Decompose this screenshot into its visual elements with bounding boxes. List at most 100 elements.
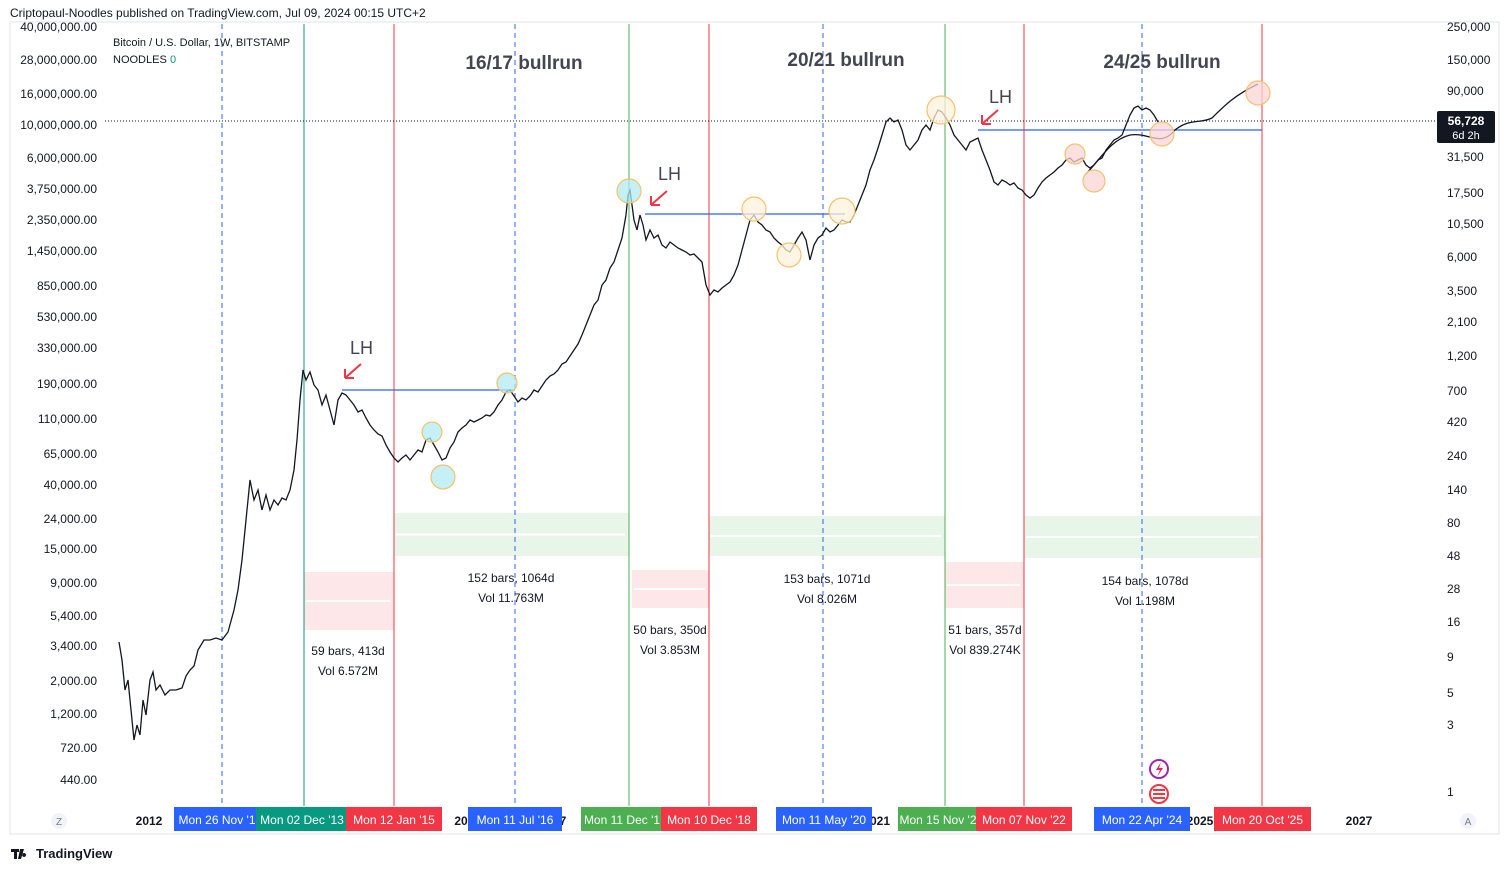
right-axis-tick: 10,500	[1447, 217, 1484, 231]
cycle-label: 24/25 bullrun	[1103, 52, 1220, 73]
left-axis-tick: 720.00	[60, 741, 97, 755]
date-marker-box	[468, 807, 562, 831]
x-year-tick: 2025	[1187, 814, 1214, 828]
x-partial-tick: 7	[560, 814, 567, 828]
bull-range-bars: 152 bars, 1064d	[468, 571, 555, 585]
left-axis-tick: 16,000,000.00	[20, 87, 97, 101]
price-series-line	[118, 105, 1159, 741]
left-axis-tick: 40,000,000.00	[20, 20, 97, 34]
projection-path	[1084, 83, 1259, 176]
left-axis-tick: 65,000.00	[44, 447, 98, 461]
flag-stripe	[1153, 797, 1165, 799]
bear-range-vol: Vol 6.572M	[318, 664, 378, 678]
date-marker-label: Mon 11 May '20	[782, 813, 866, 827]
left-axis-tick: 24,000.00	[44, 512, 98, 526]
date-marker-label: Mon 10 Dec '18	[667, 813, 751, 827]
lh-arrow-icon	[344, 363, 362, 379]
tradingview-footer[interactable]: TradingView	[10, 846, 112, 861]
date-marker-box	[661, 807, 757, 831]
price-label-countdown: 6d 2h	[1452, 130, 1480, 142]
date-marker-label: Mon 12 Jan '15	[353, 813, 435, 827]
right-axis-tick: 6,000	[1447, 250, 1477, 264]
cycle-label: 16/17 bullrun	[465, 53, 582, 74]
bear-range-bars: 59 bars, 413d	[311, 644, 384, 658]
date-marker-box	[174, 807, 260, 831]
x-partial-tick: 20	[454, 814, 468, 828]
date-marker-label: Mon 02 Dec '13	[260, 813, 344, 827]
bear-range-bars: 50 bars, 350d	[633, 623, 706, 637]
right-axis-tick: 1,200	[1447, 349, 1477, 363]
cycle-label: 20/21 bullrun	[787, 50, 904, 71]
date-marker-label: Mon 20 Oct '25	[1222, 813, 1303, 827]
bull-range-bars: 154 bars, 1078d	[1102, 574, 1189, 588]
right-axis-tick: 80	[1447, 516, 1461, 530]
highlight-circle-icon	[421, 421, 443, 443]
highlight-circle-icon	[430, 464, 456, 490]
auto-scale-button	[1460, 813, 1476, 829]
date-marker-label: Mon 15 Nov '2	[900, 813, 977, 827]
date-marker-label: Mon 07 Nov '22	[982, 813, 1066, 827]
tradingview-logo-icon	[11, 848, 27, 859]
date-marker-box	[256, 807, 348, 831]
bear-range-vol: Vol 839.274K	[949, 643, 1020, 657]
bull-range-vol: Vol 8.026M	[797, 592, 857, 606]
x-partial-tick: 021	[870, 814, 890, 828]
left-axis-tick: 2,000.00	[50, 674, 97, 688]
chart-frame	[9, 21, 1500, 835]
right-axis-tick: 5	[1447, 686, 1454, 700]
left-axis-tick: 6,000,000.00	[27, 151, 97, 165]
left-axis-tick: 2,350,000.00	[27, 213, 97, 227]
bear-range-bars: 51 bars, 357d	[948, 623, 1021, 637]
tradingview-brand: TradingView	[36, 846, 113, 861]
date-marker-box	[898, 807, 978, 831]
left-axis-tick: 28,000,000.00	[20, 53, 97, 67]
flag-stripe	[1153, 789, 1165, 791]
left-axis-tick: 530,000.00	[37, 310, 97, 324]
bull-range-vol: Vol 11.763M	[478, 591, 544, 605]
log-scale-button-label: Z	[56, 817, 62, 828]
bull-range-vol: Vol 1.198M	[1115, 594, 1175, 608]
right-axis-tick: 140	[1447, 483, 1467, 497]
date-marker-label: Mon 11 Dec '1	[584, 813, 660, 827]
lh-arrow-icon	[650, 190, 668, 206]
date-marker-box	[776, 807, 872, 831]
right-axis-tick: 17,500	[1447, 186, 1484, 200]
right-axis-tick: 250,000	[1447, 20, 1491, 34]
date-marker-label: Mon 11 Jul '16	[477, 813, 554, 827]
indicator-legend: NOODLES	[113, 54, 167, 66]
left-axis-tick: 9,000.00	[50, 576, 97, 590]
auto-scale-button-label: A	[1465, 817, 1472, 828]
left-axis-tick: 1,450,000.00	[27, 244, 97, 258]
right-axis-tick: 3	[1447, 718, 1454, 732]
right-axis-tick: 700	[1447, 384, 1467, 398]
left-axis-tick: 40,000.00	[44, 478, 98, 492]
lh-label: LH	[350, 338, 373, 358]
price-label-box	[1437, 111, 1495, 143]
right-axis-tick: 48	[1447, 549, 1461, 563]
left-axis-tick: 3,400.00	[50, 639, 97, 653]
highlight-circle-icon	[828, 197, 856, 225]
bull-range-bars: 153 bars, 1071d	[784, 572, 871, 586]
highlight-circle-icon	[1245, 80, 1271, 106]
right-axis-tick: 90,000	[1447, 84, 1484, 98]
left-axis-tick: 5,400.00	[50, 609, 97, 623]
highlight-circle-icon	[1064, 143, 1086, 165]
lh-label: LH	[658, 164, 681, 184]
right-axis-tick: 9	[1447, 650, 1454, 664]
bear-range-vol: Vol 3.853M	[640, 643, 700, 657]
x-year-tick: 2027	[1346, 814, 1373, 828]
left-axis-tick: 850,000.00	[37, 279, 97, 293]
date-marker-box	[346, 807, 442, 831]
right-axis-tick: 28	[1447, 582, 1461, 596]
publisher-header: Criptopaul-Noodles published on TradingV…	[10, 6, 426, 20]
left-axis-tick: 190,000.00	[37, 377, 97, 391]
lh-arrow-icon	[981, 109, 999, 125]
highlight-circle-icon	[741, 196, 767, 222]
symbol-legend: Bitcoin / U.S. Dollar, 1W, BITSTAMP	[113, 37, 290, 49]
log-scale-button	[51, 813, 67, 829]
right-axis-tick: 3,500	[1447, 284, 1477, 298]
date-marker-box	[1214, 807, 1311, 831]
left-axis-tick: 3,750,000.00	[27, 182, 97, 196]
date-marker-box	[976, 807, 1072, 831]
